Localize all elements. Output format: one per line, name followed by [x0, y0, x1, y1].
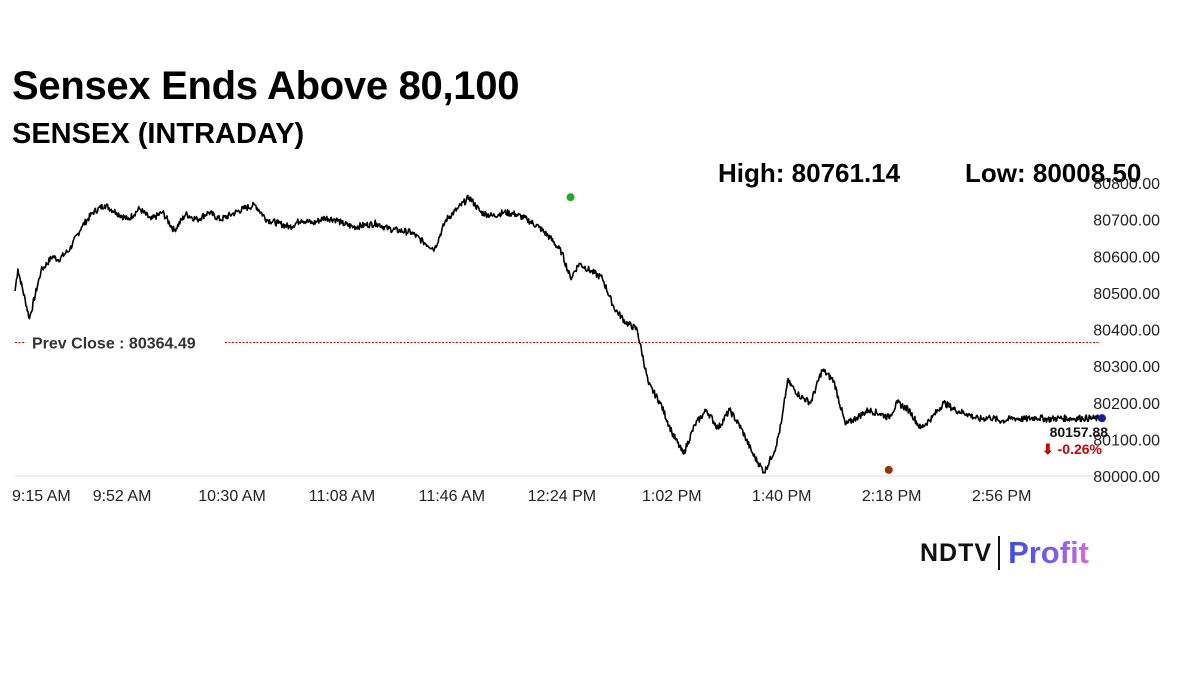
x-tick-label: 11:08 AM [309, 488, 375, 505]
y-tick-label: 80800.00 [1093, 176, 1160, 193]
x-tick-label: 12:24 PM [528, 488, 596, 505]
last-point-marker [1098, 414, 1106, 423]
low-value-text: Low: 80008.50 [965, 158, 1142, 188]
change-percent-label: ⬇ -0.26% [1042, 441, 1103, 457]
chart-title: Sensex Ends Above 80,100 [12, 64, 520, 108]
x-tick-label: 9:52 AM [93, 488, 152, 505]
y-tick-label: 80100.00 [1093, 432, 1160, 449]
y-tick-label: 80000.00 [1093, 469, 1160, 486]
high-point-marker [566, 193, 575, 202]
y-tick-label: 80700.00 [1093, 213, 1160, 230]
x-tick-label: 2:56 PM [972, 488, 1032, 505]
x-tick-label: 2:18 PM [862, 488, 922, 505]
ndtv-profit-logo: NDTV Profit [920, 533, 1089, 573]
x-tick-label: 9:15 AM [12, 488, 71, 505]
x-tick-label: 1:40 PM [752, 488, 812, 505]
y-tick-label: 80300.00 [1093, 359, 1160, 376]
sensex-intraday-line [14, 194, 1101, 474]
x-tick-label: 1:02 PM [642, 488, 702, 505]
last-value-label: 80157.88 [1050, 424, 1109, 440]
low-point-marker [884, 465, 893, 474]
y-tick-label: 80500.00 [1093, 286, 1160, 303]
chart-subtitle: SENSEX (INTRADAY) [12, 118, 305, 150]
y-tick-label: 80600.00 [1093, 249, 1160, 266]
prev-close-label-bg [26, 331, 224, 354]
x-tick-label: 11:46 AM [419, 488, 485, 505]
x-tick-label: 10:30 AM [198, 488, 266, 505]
logo-divider [998, 536, 1001, 570]
profit-logo-text: Profit [1008, 535, 1089, 570]
ndtv-logo-text: NDTV [920, 538, 993, 567]
y-tick-label: 80200.00 [1093, 396, 1160, 413]
high-value-text: High: 80761.14 [718, 158, 901, 188]
y-tick-label: 80400.00 [1093, 323, 1160, 340]
prev-close-label: Prev Close : 80364.49 [32, 336, 196, 353]
